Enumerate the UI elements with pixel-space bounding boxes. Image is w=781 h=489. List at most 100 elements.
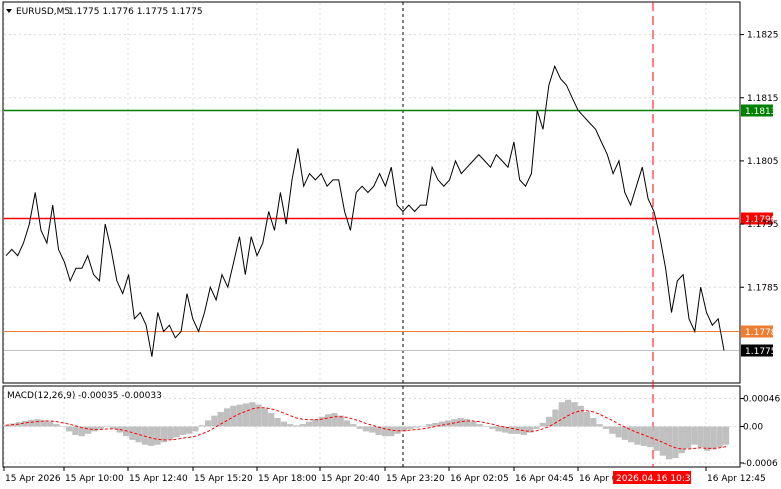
macd-bar [539,422,546,427]
time-axis: 15 Apr 2026 15 Apr 10:00 15 Apr 12:40 15 Ap… [3,467,766,484]
price-tick-label: 1.1785 [747,283,779,293]
macd-values: -0.00035 -0.00033 [78,391,162,401]
macd-bar [527,426,534,433]
macd-bar [697,426,704,448]
level-label-orange: 1.1778 [745,328,777,338]
macd-bar [160,426,168,443]
macd-bar [167,426,174,440]
macd-bar [72,426,79,435]
macd-bar [186,426,193,434]
time-tick-label: 16 Apr 07:25 [579,474,638,484]
level-label-current: 1.1775 [745,347,777,357]
macd-bar [381,426,389,437]
level-label-bg-green [741,104,773,117]
macd-bar [710,426,717,450]
macd-bar [34,419,41,427]
chart-symbol: EURUSD,M5 [16,7,70,17]
macd-bar [678,426,685,454]
macd-bar [53,424,60,427]
macd-bar [565,399,572,427]
macd-bar [261,408,269,427]
macd-bar [400,426,408,432]
macd-bar [154,426,161,445]
crosshair-time-label: 2026.04.16 10:30 [616,474,697,484]
macd-bar [255,404,262,427]
macd-bar [615,426,622,438]
macd-bar [337,415,344,427]
macd-bar [590,418,597,427]
macd-bar [274,418,281,427]
time-tick-label: 15 Apr 12:40 [129,474,188,484]
macd-bar [375,426,382,435]
time-tick-label: 15 Apr 20:40 [321,474,380,484]
macd-bar [609,426,616,434]
macd-bar [141,426,149,445]
macd-bar [293,425,300,427]
level-label-green: 1.1813 [745,107,777,117]
macd-bar [691,426,698,445]
price-series [5,64,725,357]
macd-bar [192,426,199,432]
macd-bar [432,422,439,427]
macd-bar [571,402,578,427]
macd-bar [325,414,332,427]
time-tick-label: 15 Apr 15:20 [194,474,253,484]
crosshair-time-label-bg [613,471,691,484]
macd-grid [3,387,739,466]
macd-bar [179,426,186,435]
macd-bar [110,426,117,429]
price-axis: 1.1825 1.1815 1.1805 1.1795 1.1785 [740,31,779,293]
macd-bar [546,416,553,427]
macd-bar [59,426,66,427]
macd-bar [621,426,629,440]
macd-bar [653,426,660,451]
level-label-bg-red [741,212,773,225]
macd-bar [533,426,540,429]
level-label-red: 1.1796 [745,215,777,225]
macd-bar [716,426,723,448]
macd-bar [85,426,92,434]
macd-bar [135,426,142,443]
macd-bar [66,426,73,432]
time-tick-label: 15 Apr 2026 [5,474,61,484]
symbol-menu-triangle-icon[interactable] [6,9,12,13]
macd-bar [470,421,477,427]
macd-bar [419,426,426,427]
macd-bar [306,421,313,427]
macd-axis: 0.00046 0.00 -0.0006 [740,395,780,469]
horizontal-levels: 1.1813 1.1796 1.1778 1.1775 [4,104,777,357]
macd-bar [116,426,123,433]
macd-bar [628,426,635,443]
macd-tick-label: -0.0006 [743,459,778,469]
macd-bar [501,426,509,433]
macd-bar [369,426,376,433]
macd-bar [514,426,521,434]
price-line [5,64,725,357]
macd-bar [47,421,54,427]
macd-label: MACD(12,26,9) [7,391,75,401]
macd-bar [520,426,528,435]
macd-bar [685,426,692,449]
macd-bar [602,426,610,429]
macd-bar [122,426,130,437]
macd-bar [577,405,584,427]
price-pane[interactable] [2,1,741,384]
macd-bar [198,425,205,427]
macd-bar [312,419,319,427]
macd-bar [659,426,666,456]
macd-bar [21,421,29,427]
macd-bar [28,419,35,427]
macd-bar [647,426,654,448]
level-label-bg-orange [741,325,773,338]
time-tick-label: 15 Apr 18:00 [258,474,317,484]
time-tick-label: 16 Apr 12:45 [707,474,766,484]
macd-bar [242,403,250,427]
macd-bar [495,426,502,432]
macd-bar [407,426,414,429]
macd-bar [97,426,104,429]
macd-tick-label: 0.00 [743,423,763,433]
macd-tick-label: 0.00046 [743,395,780,405]
time-tick-label: 15 Apr 10:00 [65,474,124,484]
macd-bar [362,426,370,432]
